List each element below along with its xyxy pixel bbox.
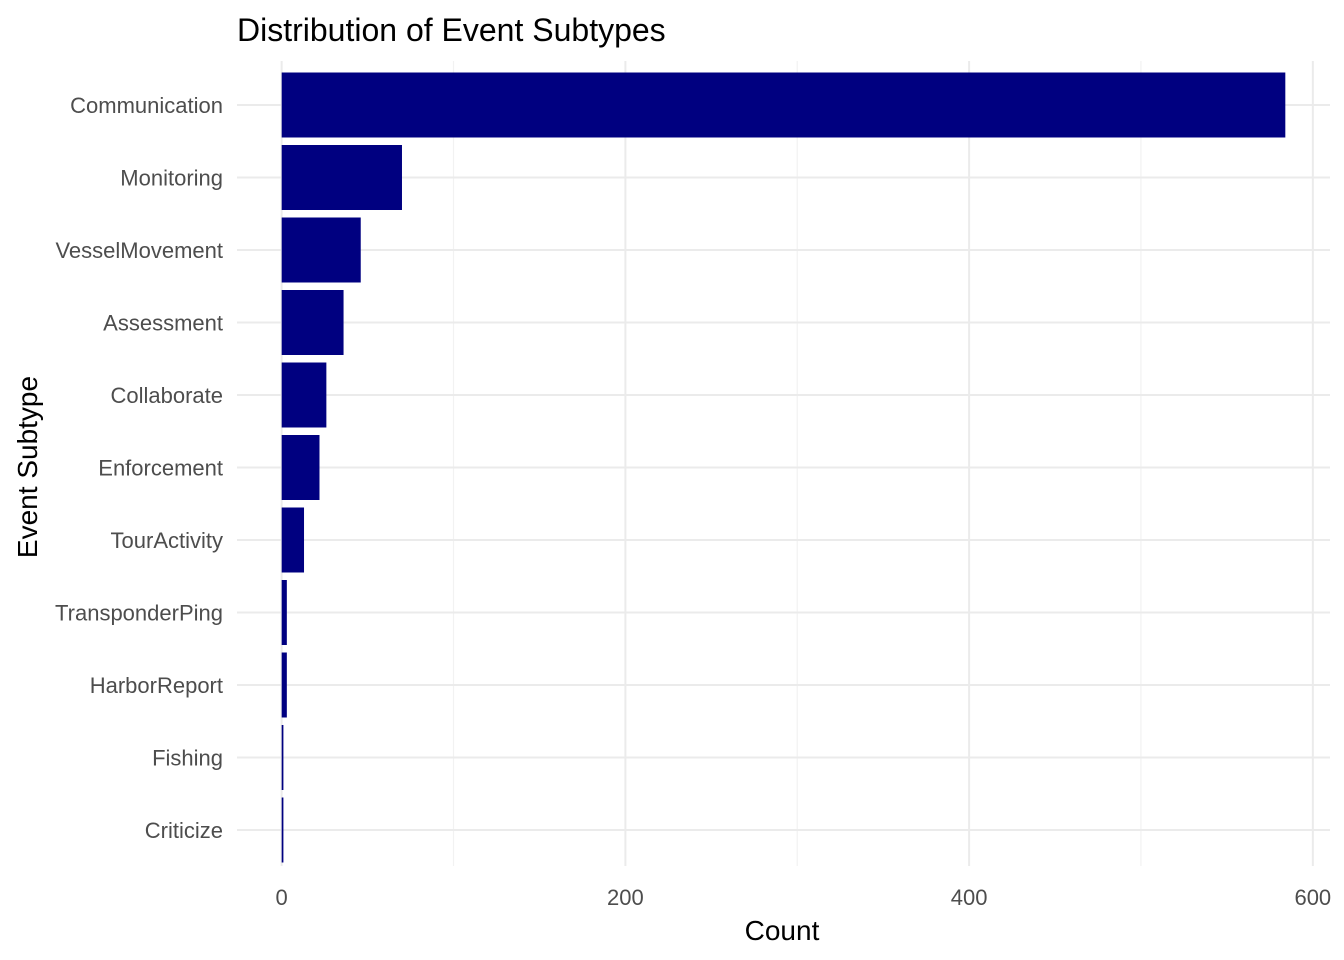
x-tick-label: 0 xyxy=(276,885,288,910)
y-axis-tick-labels: Communication Monitoring VesselMovement Ass… xyxy=(55,93,223,843)
y-tick-label: Assessment xyxy=(103,311,223,336)
bar-collaborate xyxy=(281,362,327,428)
bar-harborreport xyxy=(281,652,287,718)
bar-fishing xyxy=(281,725,284,790)
y-tick-label: VesselMovement xyxy=(55,238,223,263)
bars xyxy=(281,72,1286,863)
y-axis-title: Event Subtype xyxy=(12,376,43,558)
y-tick-label: Enforcement xyxy=(98,456,223,481)
bar-assessment xyxy=(281,290,344,355)
y-tick-label: Collaborate xyxy=(110,383,223,408)
bar-monitoring xyxy=(281,145,402,210)
chart-title: Distribution of Event Subtypes xyxy=(237,12,666,48)
y-tick-label: Monitoring xyxy=(120,166,223,191)
y-tick-label: Communication xyxy=(70,93,223,118)
bar-criticize xyxy=(281,797,284,863)
x-tick-label: 600 xyxy=(1294,885,1331,910)
x-axis-tick-labels: 0 200 400 600 xyxy=(276,885,1332,910)
bar-transponderping xyxy=(281,580,287,645)
y-tick-label: TransponderPing xyxy=(55,601,223,626)
x-tick-label: 200 xyxy=(607,885,644,910)
bar-enforcement xyxy=(281,435,320,500)
bar-communication xyxy=(281,72,1286,138)
bar-vesselmovement xyxy=(281,217,361,283)
bar-touractivity xyxy=(281,507,305,573)
grid-lines xyxy=(237,61,1330,866)
x-tick-label: 400 xyxy=(951,885,988,910)
y-tick-label: HarborReport xyxy=(90,673,223,698)
y-tick-label: Criticize xyxy=(145,818,223,843)
y-tick-label: Fishing xyxy=(152,746,223,771)
y-tick-label: TourActivity xyxy=(111,528,223,553)
x-axis-title: Count xyxy=(745,915,820,946)
